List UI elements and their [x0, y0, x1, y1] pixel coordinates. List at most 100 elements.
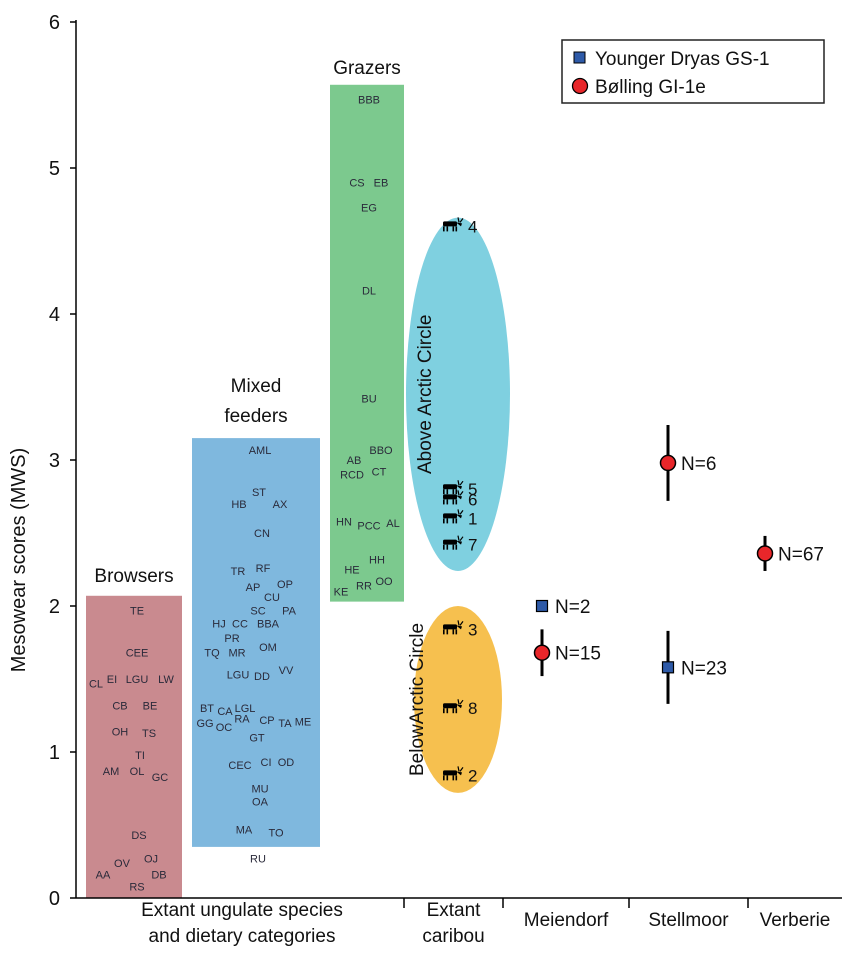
species-label: AL: [386, 518, 399, 530]
species-label: EI: [107, 674, 117, 686]
species-label: HJ: [212, 619, 225, 631]
archaeological-points: N=2 N=15 N=6 N=23 N=67: [533, 424, 824, 704]
species-label: LW: [158, 674, 174, 686]
species-label: CP: [259, 715, 274, 727]
species-label: PA: [282, 605, 297, 617]
species-label: CT: [372, 467, 387, 479]
species-label: PR: [224, 633, 239, 645]
y-tick-label: 4: [49, 304, 60, 326]
species-label: BBB: [358, 94, 380, 106]
species-label: AA: [96, 870, 111, 882]
species-label: CN: [254, 528, 270, 540]
species-label: GT: [249, 732, 265, 744]
species-label: CS: [349, 178, 364, 190]
species-label: VV: [279, 665, 294, 677]
y-tick-label: 2: [49, 596, 60, 618]
species-label: LGU: [227, 670, 250, 682]
species-label: OJ: [144, 854, 158, 866]
circle-marker: [659, 454, 677, 472]
species-label: RA: [234, 713, 250, 725]
y-tick-label: 5: [49, 158, 60, 180]
square-marker: [661, 661, 675, 674]
species-label: TR: [231, 566, 246, 578]
y-tick-label: 6: [49, 12, 60, 34]
caribou-point: [443, 509, 464, 524]
x-group-label: Stellmoor: [648, 910, 729, 931]
caribou-point-label: 1: [468, 509, 477, 528]
species-label: HH: [369, 554, 385, 566]
caribou-point: [443, 535, 464, 550]
species-label: RU: [250, 854, 266, 866]
caribou-points: 4 561 7 3 8 2: [443, 217, 477, 785]
species-label: OD: [278, 757, 295, 769]
species-label: AP: [246, 582, 261, 594]
species-label: SC: [250, 605, 265, 617]
species-label: DS: [131, 830, 146, 842]
caribou-point-label: 3: [468, 620, 477, 639]
caribou-point: [443, 480, 464, 495]
species-label: CEE: [126, 648, 149, 660]
axes: 0 1 2 3 4 5 6 Mesowear scores (MWS): [8, 12, 842, 910]
y-tick-label: 0: [49, 888, 60, 910]
species-label: OO: [375, 576, 393, 588]
legend-circle-marker: [571, 77, 589, 95]
band-browsers: [86, 595, 182, 898]
site-point-verberie: N=67: [756, 535, 824, 571]
caribou-group-label: Above Arctic Circle: [415, 315, 436, 474]
x-group-label: Extant ungulate species: [141, 900, 343, 921]
caribou-point: [443, 217, 464, 232]
caribou-point-label: 2: [468, 766, 477, 785]
species-label: TE: [130, 605, 144, 617]
species-label: GC: [152, 772, 169, 784]
category-label: feeders: [224, 406, 287, 427]
species-label: RR: [356, 581, 372, 593]
species-label: PCC: [357, 521, 380, 533]
species-label: BE: [143, 700, 158, 712]
species-label: DD: [254, 671, 270, 683]
category-labels: Browsers Mixed feeders Grazers: [94, 58, 400, 587]
caribou-group-label: BelowArctic Circle: [407, 623, 428, 776]
band-mixed-feeders: [192, 438, 320, 847]
species-label: LGU: [126, 674, 149, 686]
caribou-point-label: 7: [468, 536, 477, 555]
square-marker: [535, 599, 549, 613]
site-point-meiendorf: N=2: [535, 597, 590, 618]
y-axis-label: Mesowear scores (MWS): [8, 448, 30, 672]
species-label: CB: [112, 700, 127, 712]
category-label: Mixed: [231, 376, 282, 397]
circle-marker: [756, 545, 774, 562]
species-label: CL: [89, 678, 103, 690]
species-label: EG: [361, 202, 377, 214]
caribou-point-label: 8: [468, 699, 477, 718]
caribou-point: [443, 766, 464, 781]
x-group-label: caribou: [422, 926, 484, 947]
category-label: Browsers: [94, 566, 173, 587]
species-label: RCD: [340, 470, 364, 482]
species-label: OL: [130, 766, 145, 778]
species-label: OP: [277, 579, 293, 591]
species-label: AML: [249, 445, 272, 457]
species-label: EB: [374, 178, 389, 190]
species-label: RF: [256, 563, 271, 575]
species-label: TS: [142, 728, 156, 740]
species-label: AB: [347, 455, 362, 467]
species-label: KE: [334, 586, 349, 598]
caribou-point: [443, 490, 464, 505]
species-label: TQ: [204, 648, 220, 660]
species-label: CU: [264, 592, 280, 604]
legend: Younger Dryas GS-1 Bølling GI-1e: [561, 39, 825, 104]
category-bands: [86, 84, 404, 898]
caribou-point: [443, 620, 464, 635]
species-label: TI: [135, 750, 145, 762]
species-label: ST: [252, 487, 266, 499]
x-group-label: and dietary categories: [149, 926, 336, 947]
caribou-group-ellipse: [406, 217, 510, 571]
species-label: AX: [273, 499, 288, 511]
x-group-label: Extant: [427, 900, 482, 921]
species-label: MR: [228, 648, 245, 660]
species-label: OA: [252, 797, 269, 809]
species-label: GG: [196, 718, 213, 730]
sample-size-label: N=15: [555, 644, 601, 665]
